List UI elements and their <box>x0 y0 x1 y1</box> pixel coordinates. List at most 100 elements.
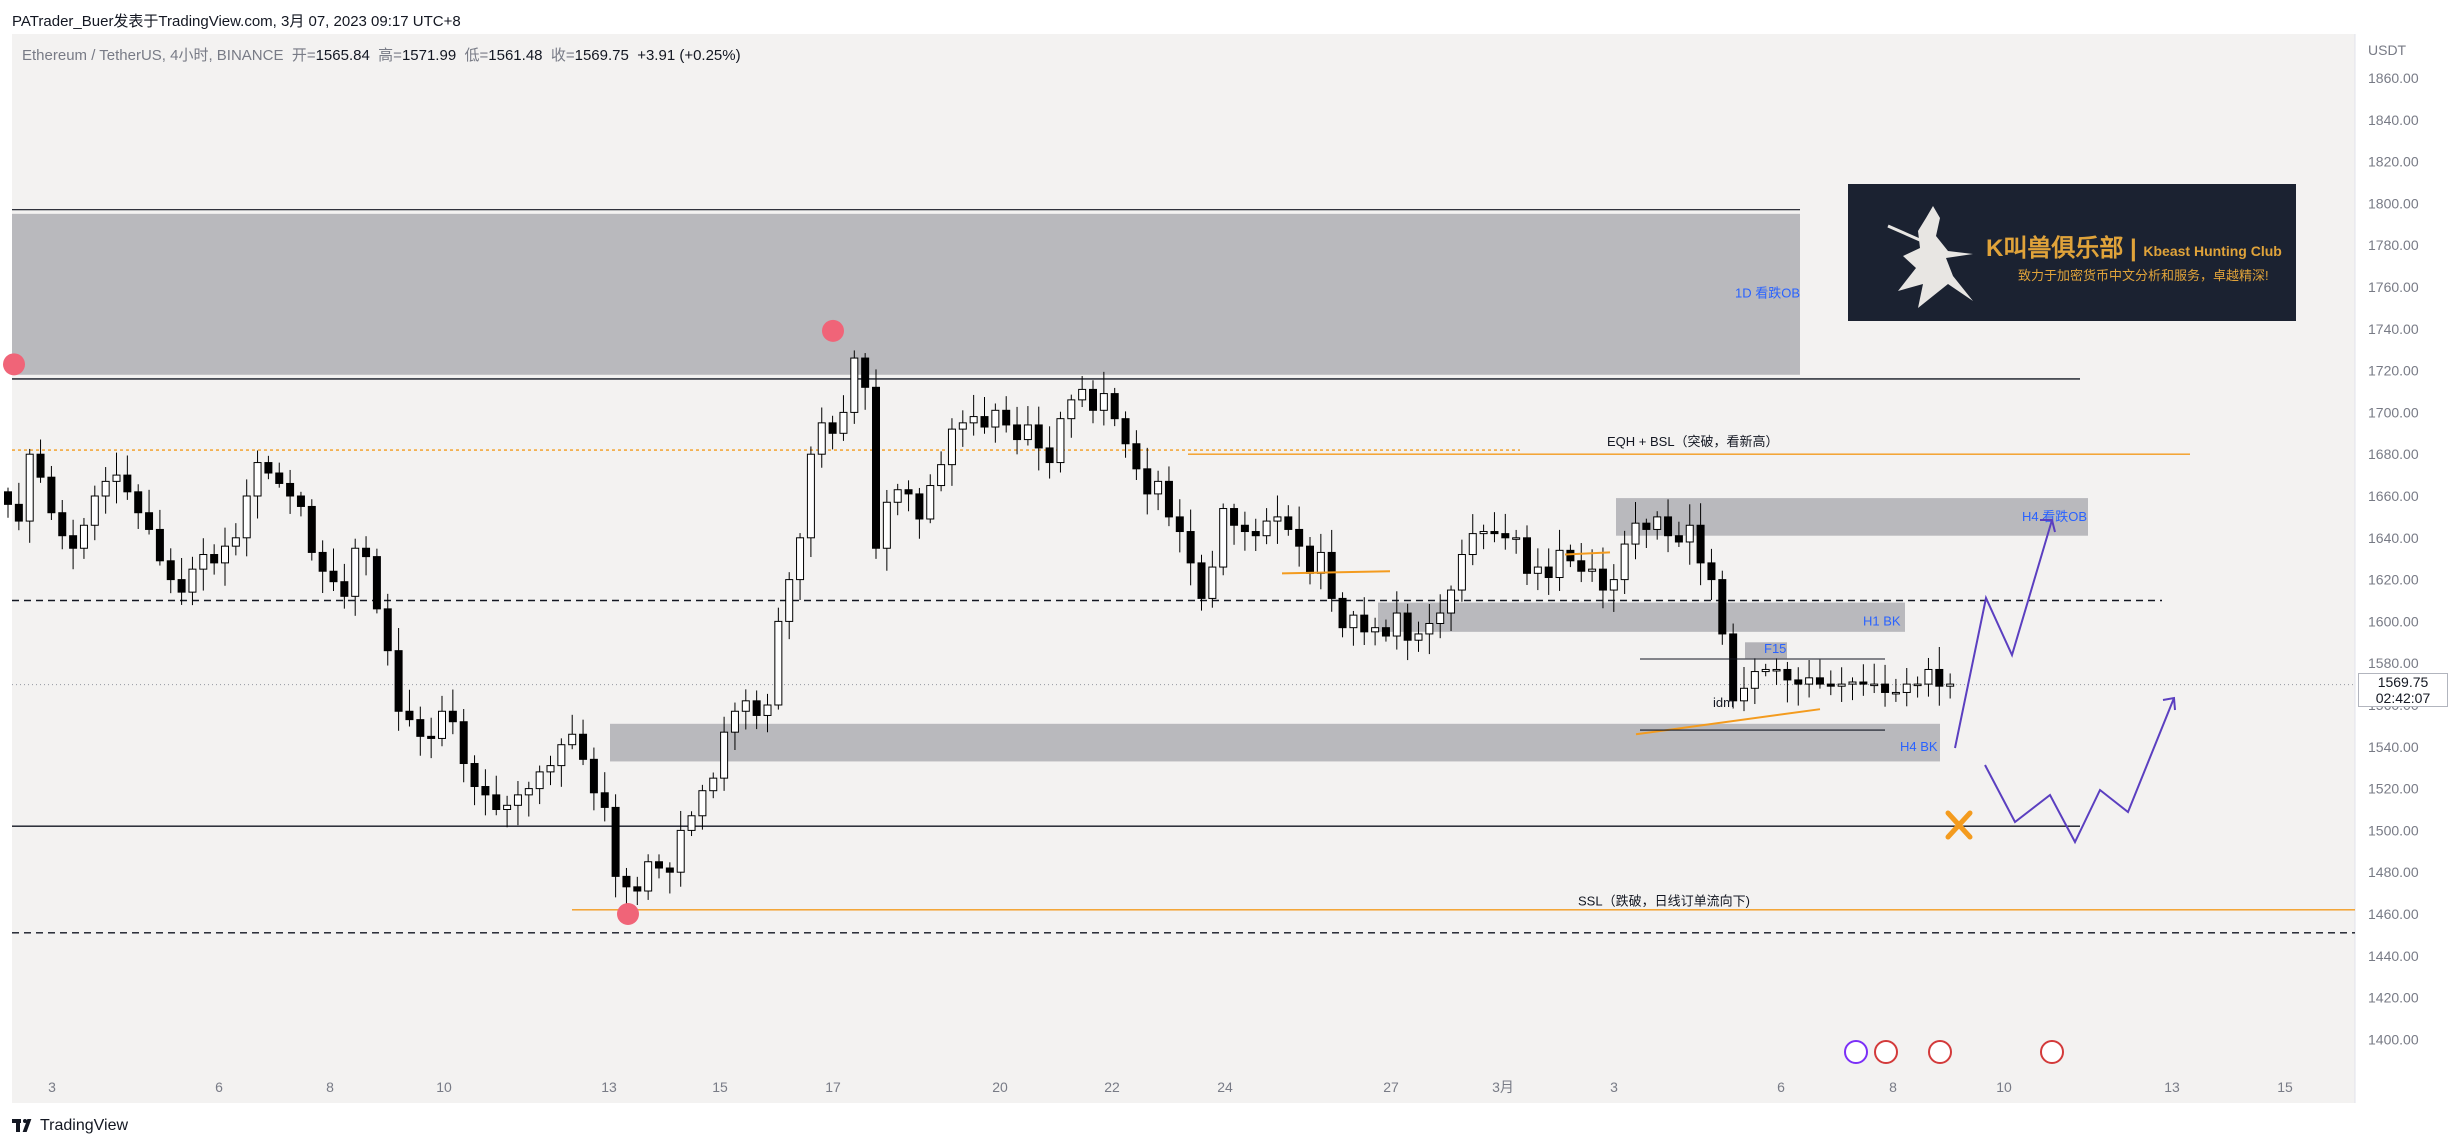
candle[interactable] <box>112 474 121 482</box>
candle[interactable] <box>1946 683 1955 687</box>
candle[interactable] <box>242 495 251 539</box>
candle[interactable] <box>275 472 284 484</box>
candle[interactable] <box>915 493 924 520</box>
candle[interactable] <box>123 474 132 493</box>
candle[interactable] <box>492 794 501 810</box>
candle[interactable] <box>1859 681 1868 685</box>
candle[interactable] <box>1674 535 1683 543</box>
candle[interactable] <box>1566 549 1575 562</box>
candle[interactable] <box>796 537 805 581</box>
candle[interactable] <box>14 503 23 522</box>
candle[interactable] <box>1023 424 1032 441</box>
candle[interactable] <box>1186 531 1195 564</box>
candle[interactable] <box>362 547 371 558</box>
candle[interactable] <box>427 735 436 739</box>
candle[interactable] <box>1826 683 1835 687</box>
candle[interactable] <box>416 719 425 737</box>
candle[interactable] <box>394 650 403 712</box>
candle[interactable] <box>1262 520 1271 537</box>
candle[interactable] <box>1729 633 1738 702</box>
candle[interactable] <box>221 545 229 564</box>
candle[interactable] <box>1425 622 1434 635</box>
candle[interactable] <box>1436 612 1445 624</box>
candle[interactable] <box>1783 668 1792 681</box>
candle[interactable] <box>926 485 935 520</box>
candle[interactable] <box>785 579 794 622</box>
candle[interactable] <box>4 491 12 505</box>
candle[interactable] <box>1034 424 1043 449</box>
candle[interactable] <box>850 357 859 413</box>
candle[interactable] <box>763 704 772 716</box>
candle[interactable] <box>1013 424 1022 441</box>
candle[interactable] <box>937 464 946 487</box>
candle[interactable] <box>296 495 305 507</box>
candle[interactable] <box>579 733 588 760</box>
candle[interactable] <box>600 792 609 808</box>
candle[interactable] <box>340 581 349 597</box>
candle[interactable] <box>318 551 327 572</box>
candle[interactable] <box>1642 522 1651 530</box>
candle[interactable] <box>828 422 837 434</box>
candle[interactable] <box>470 763 479 788</box>
candle[interactable] <box>535 771 544 790</box>
candle[interactable] <box>698 790 707 817</box>
candle[interactable] <box>1371 627 1380 633</box>
candle[interactable] <box>1750 671 1759 689</box>
candle[interactable] <box>459 721 468 765</box>
candle[interactable] <box>101 480 110 497</box>
candle[interactable] <box>752 700 761 716</box>
zone-h1-bk[interactable] <box>1378 602 1905 632</box>
candle[interactable] <box>1631 522 1640 545</box>
candle[interactable] <box>188 568 197 593</box>
candle[interactable] <box>405 710 414 721</box>
candle[interactable] <box>1523 537 1531 574</box>
candle[interactable] <box>90 495 99 526</box>
candle[interactable] <box>806 453 815 539</box>
candle[interactable] <box>1349 614 1358 629</box>
candle[interactable] <box>709 777 718 792</box>
candle[interactable] <box>58 512 67 537</box>
candle[interactable] <box>1002 409 1011 426</box>
candle[interactable] <box>69 535 78 549</box>
candle[interactable] <box>1490 531 1499 535</box>
candle[interactable] <box>1219 508 1228 568</box>
candle[interactable] <box>1230 508 1239 526</box>
candle[interactable] <box>1468 533 1477 556</box>
candle[interactable] <box>253 462 262 497</box>
candle[interactable] <box>264 462 273 474</box>
candle[interactable] <box>655 861 663 869</box>
candle[interactable] <box>1479 531 1488 535</box>
candle[interactable] <box>1761 668 1770 673</box>
candle[interactable] <box>882 501 891 549</box>
candle[interactable] <box>1099 393 1108 411</box>
candle[interactable] <box>665 867 674 873</box>
candle[interactable] <box>1577 560 1586 572</box>
candle[interactable] <box>1414 633 1423 641</box>
candle[interactable] <box>1447 589 1456 614</box>
candle[interactable] <box>622 875 631 888</box>
candle[interactable] <box>1251 531 1260 537</box>
candle[interactable] <box>1815 677 1824 685</box>
candle[interactable] <box>633 886 642 892</box>
candle[interactable] <box>1664 516 1673 537</box>
candle[interactable] <box>1837 683 1846 687</box>
candle[interactable] <box>1696 524 1705 564</box>
candle[interactable] <box>1620 543 1629 581</box>
candle[interactable] <box>351 547 360 597</box>
candle[interactable] <box>1848 681 1857 685</box>
candle[interactable] <box>145 512 154 530</box>
candle[interactable] <box>1175 516 1184 533</box>
candle[interactable] <box>904 489 913 495</box>
candle[interactable] <box>1924 668 1933 685</box>
candle[interactable] <box>1327 551 1336 599</box>
candle[interactable] <box>872 386 880 549</box>
candle[interactable] <box>481 786 490 796</box>
candle[interactable] <box>1609 579 1618 591</box>
candle[interactable] <box>210 554 219 564</box>
candle[interactable] <box>1208 566 1217 599</box>
candle[interactable] <box>1240 524 1249 533</box>
candle[interactable] <box>1685 524 1694 543</box>
candle[interactable] <box>611 806 620 877</box>
candle[interactable] <box>1902 683 1911 693</box>
